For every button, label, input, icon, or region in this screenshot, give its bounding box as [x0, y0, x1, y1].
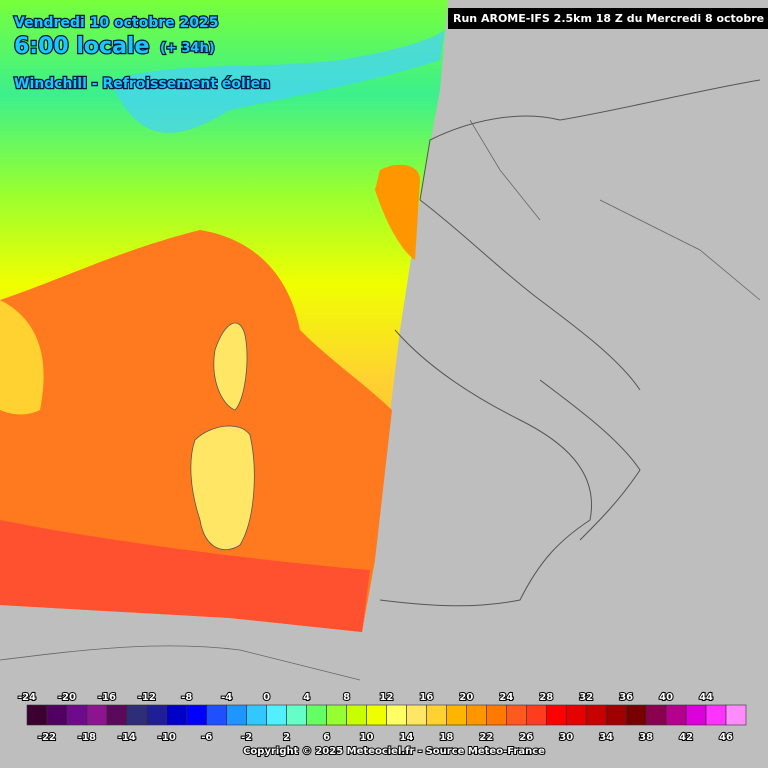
legend-swatch: [446, 704, 467, 726]
legend-label: -2: [241, 732, 252, 743]
legend-label: 10: [360, 732, 374, 743]
land-area: [0, 300, 44, 415]
legend-swatch: [625, 704, 647, 726]
legend-swatch: [86, 704, 108, 726]
legend-label: -8: [181, 692, 192, 703]
legend-label: 16: [419, 692, 433, 703]
legend-label: 44: [699, 692, 713, 703]
legend-label: 20: [459, 692, 473, 703]
legend-swatch: [266, 704, 287, 726]
legend-swatch: [705, 704, 727, 726]
run-info: Run AROME-IFS 2.5km 18 Z du Mercredi 8 o…: [453, 12, 768, 25]
legend-label: 32: [579, 692, 593, 703]
legend: -24-22-20-18-16-14-12-10-8-6-4-202468101…: [17, 691, 747, 744]
legend-label: -24: [18, 692, 36, 703]
legend-label: 18: [439, 732, 453, 743]
legend-label: 28: [539, 692, 553, 703]
legend-swatch: [725, 704, 747, 726]
legend-swatch: [526, 704, 547, 726]
legend-swatch: [246, 704, 267, 726]
legend-swatch: [186, 704, 208, 726]
legend-swatch: [486, 704, 507, 726]
legend-label: 42: [679, 732, 693, 743]
legend-swatch: [506, 704, 527, 726]
date: Vendredi 10 octobre 2025: [14, 15, 219, 31]
legend-swatch: [645, 704, 667, 726]
legend-swatch: [685, 704, 707, 726]
legend-swatch: [226, 704, 247, 726]
legend-label: 36: [619, 692, 633, 703]
lead-time: (+ 34h): [160, 41, 215, 56]
parameter: Windchill - Refroissement éolien: [14, 76, 270, 92]
legend-swatch: [665, 704, 687, 726]
copyright: Copyright © 2025 Meteociel.fr - Source M…: [243, 746, 545, 757]
run-box: [448, 8, 768, 29]
legend-swatch: [286, 704, 307, 726]
legend-label: 26: [519, 732, 533, 743]
legend-swatch: [146, 704, 168, 726]
sardinia: [190, 425, 255, 551]
legend-swatch: [585, 704, 607, 726]
legend-label: 12: [380, 692, 394, 703]
legend-swatch: [545, 704, 567, 726]
legend-label: 4: [303, 692, 310, 703]
legend-swatch: [306, 704, 327, 726]
legend-label: -16: [98, 692, 116, 703]
coastline: [419, 79, 761, 541]
legend-label: -22: [38, 732, 56, 743]
legend-swatch: [166, 704, 188, 726]
legend-swatch: [46, 704, 68, 726]
legend-swatch: [426, 704, 447, 726]
legend-label: 2: [283, 732, 290, 743]
legend-label: 30: [559, 732, 573, 743]
sea-adriatic: [375, 164, 420, 260]
legend-label: -4: [221, 692, 232, 703]
legend-swatch: [126, 704, 148, 726]
legend-swatch: [366, 704, 387, 726]
legend-label: 24: [499, 692, 513, 703]
time: 6:00 locale: [14, 34, 149, 59]
legend-swatch: [386, 704, 407, 726]
legend-label: -14: [118, 732, 136, 743]
legend-label: -6: [201, 732, 212, 743]
legend-label: 6: [323, 732, 330, 743]
legend-label: 8: [343, 692, 350, 703]
alps: [110, 30, 445, 133]
borders: [0, 119, 761, 681]
legend-label: 34: [599, 732, 613, 743]
legend-swatch: [406, 704, 427, 726]
legend-swatch: [106, 704, 128, 726]
legend-swatch: [565, 704, 587, 726]
legend-swatch: [326, 704, 347, 726]
legend-swatch: [466, 704, 487, 726]
legend-label: 40: [659, 692, 673, 703]
legend-label: -12: [138, 692, 156, 703]
sea-warm: [0, 520, 370, 632]
legend-label: 0: [263, 692, 270, 703]
corsica: [213, 322, 248, 411]
sea-area: [0, 230, 392, 632]
legend-label: 22: [479, 732, 493, 743]
legend-label: 14: [400, 732, 414, 743]
legend-swatch: [346, 704, 367, 726]
legend-swatch: [206, 704, 228, 726]
legend-label: -18: [78, 732, 96, 743]
legend-label: -10: [158, 732, 176, 743]
legend-label: -20: [58, 692, 76, 703]
legend-swatch: [26, 704, 48, 726]
legend-swatch: [66, 704, 88, 726]
legend-label: 38: [639, 732, 653, 743]
legend-swatch: [605, 704, 627, 726]
italy-coast: [379, 329, 592, 607]
legend-label: 46: [719, 732, 733, 743]
